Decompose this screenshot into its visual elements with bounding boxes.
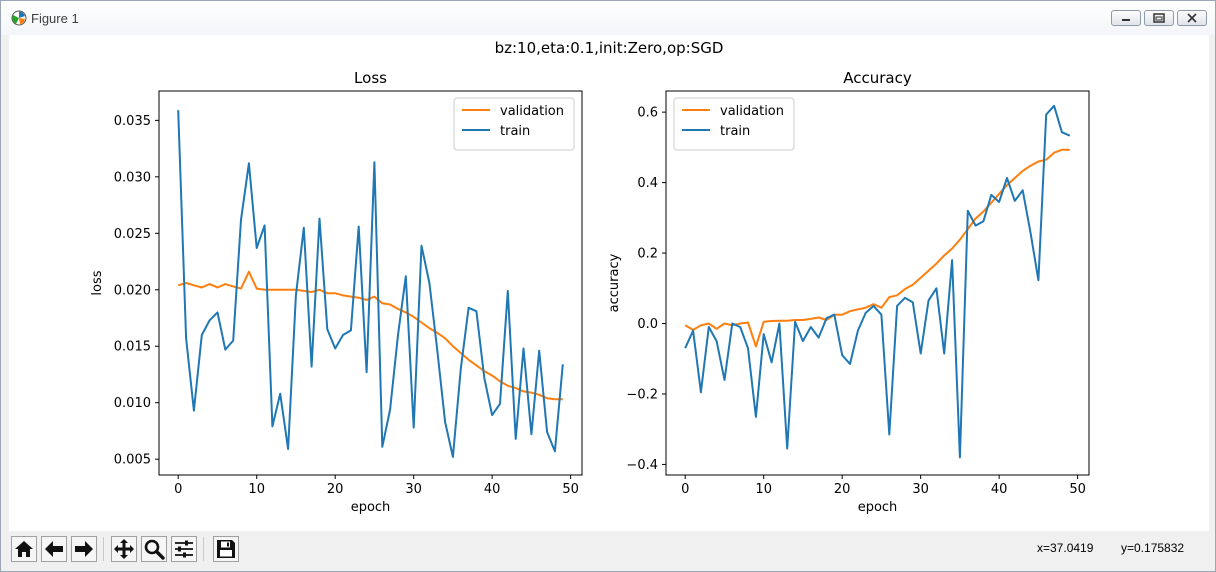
accuracy-validation-line <box>684 148 1070 348</box>
accuracy-y-axis-label: accuracy <box>607 253 622 312</box>
cursor-y-readout: y=0.175832 <box>1121 541 1185 555</box>
back-button[interactable] <box>41 536 67 562</box>
toolbar-separator <box>103 537 104 561</box>
accuracy-x-axis-label: epoch <box>858 500 898 515</box>
home-button[interactable] <box>11 536 37 562</box>
x-tick-label: 30 <box>912 482 929 497</box>
legend-label-validation: validation <box>720 104 784 119</box>
window-title: Figure 1 <box>31 11 79 26</box>
toolbar-separator <box>203 537 204 561</box>
legend-label-train: train <box>500 124 530 139</box>
x-tick-label: 40 <box>484 482 501 497</box>
close-button[interactable] <box>1177 10 1207 26</box>
zoom-icon <box>144 539 165 560</box>
forward-button[interactable] <box>71 536 97 562</box>
x-tick-label: 50 <box>1069 482 1086 497</box>
legend-label-train: train <box>720 124 750 139</box>
accuracy-axes-frame <box>665 90 1090 476</box>
pan-button[interactable] <box>111 536 137 562</box>
save-button[interactable] <box>213 536 239 562</box>
x-tick-label: 30 <box>405 482 422 497</box>
y-tick-label: 0.4 <box>637 176 658 191</box>
y-tick-label: 0.6 <box>637 106 658 121</box>
y-tick-label: −0.4 <box>626 458 658 473</box>
pan-icon <box>114 539 134 559</box>
x-tick-label: 20 <box>834 482 851 497</box>
home-icon <box>15 541 33 557</box>
cursor-x-readout: x=37.0419 <box>1037 541 1094 555</box>
loss-y-axis-label: loss <box>90 270 105 295</box>
accuracy-chart-title: Accuracy <box>843 69 912 87</box>
x-tick-label: 0 <box>174 482 182 497</box>
loss-x-axis-label: epoch <box>351 500 391 515</box>
maximize-icon <box>1153 13 1165 23</box>
forward-icon <box>75 541 93 557</box>
x-tick-label: 10 <box>248 482 265 497</box>
loss-axes-frame <box>158 90 583 476</box>
accuracy-chart: Accuracy 0 10 20 30 40 50 −0.4 −0.2 0.0 0.2 0.4 0.6 e… <box>607 69 1090 515</box>
y-tick-label: 0.2 <box>637 247 658 262</box>
loss-train-line <box>177 110 564 458</box>
configure-subplots-button[interactable] <box>171 536 197 562</box>
loss-chart: Loss 0 10 20 30 40 50 0.005 0.010 0.015 0.020 0.025… <box>90 69 583 515</box>
zoom-button[interactable] <box>141 536 167 562</box>
close-icon <box>1187 13 1197 23</box>
loss-legend: validation train <box>453 97 575 151</box>
minimize-icon <box>1122 19 1130 21</box>
save-icon <box>217 540 235 558</box>
x-tick-label: 10 <box>755 482 772 497</box>
y-tick-label: 0.025 <box>114 227 151 242</box>
loss-validation-line <box>177 270 563 401</box>
figure-suptitle: bz:10,eta:0.1,init:Zero,op:SGD <box>495 39 724 57</box>
x-tick-label: 20 <box>327 482 344 497</box>
accuracy-legend: validation train <box>673 97 795 151</box>
back-icon <box>45 541 63 557</box>
y-tick-label: 0.030 <box>114 170 151 185</box>
figure-plot-area: bz:10,eta:0.1,init:Zero,op:SGD Loss 0 10 20… <box>90 39 1090 515</box>
x-tick-label: 50 <box>562 482 579 497</box>
title-bar[interactable]: Figure 1 <box>1 1 1215 35</box>
navigation-toolbar: x=37.0419 y=0.175832 <box>9 531 1209 567</box>
y-tick-label: 0.020 <box>114 283 151 298</box>
x-tick-label: 40 <box>991 482 1008 497</box>
y-tick-label: 0.005 <box>114 453 151 468</box>
x-tick-label: 0 <box>681 482 689 497</box>
accuracy-train-line <box>684 104 1071 459</box>
configure-subplots-icon <box>175 540 193 558</box>
legend-label-validation: validation <box>500 104 564 119</box>
y-tick-label: 0.010 <box>114 396 151 411</box>
y-tick-label: 0.035 <box>114 114 151 129</box>
matplotlib-icon <box>11 10 27 26</box>
maximize-button[interactable] <box>1144 10 1174 26</box>
y-tick-label: 0.015 <box>114 340 151 355</box>
loss-chart-title: Loss <box>354 69 387 87</box>
figure-canvas[interactable]: bz:10,eta:0.1,init:Zero,op:SGD Loss 0 10 20… <box>9 35 1209 531</box>
y-tick-label: −0.2 <box>626 387 658 402</box>
minimize-button[interactable] <box>1111 10 1141 26</box>
y-tick-label: 0.0 <box>637 317 658 332</box>
